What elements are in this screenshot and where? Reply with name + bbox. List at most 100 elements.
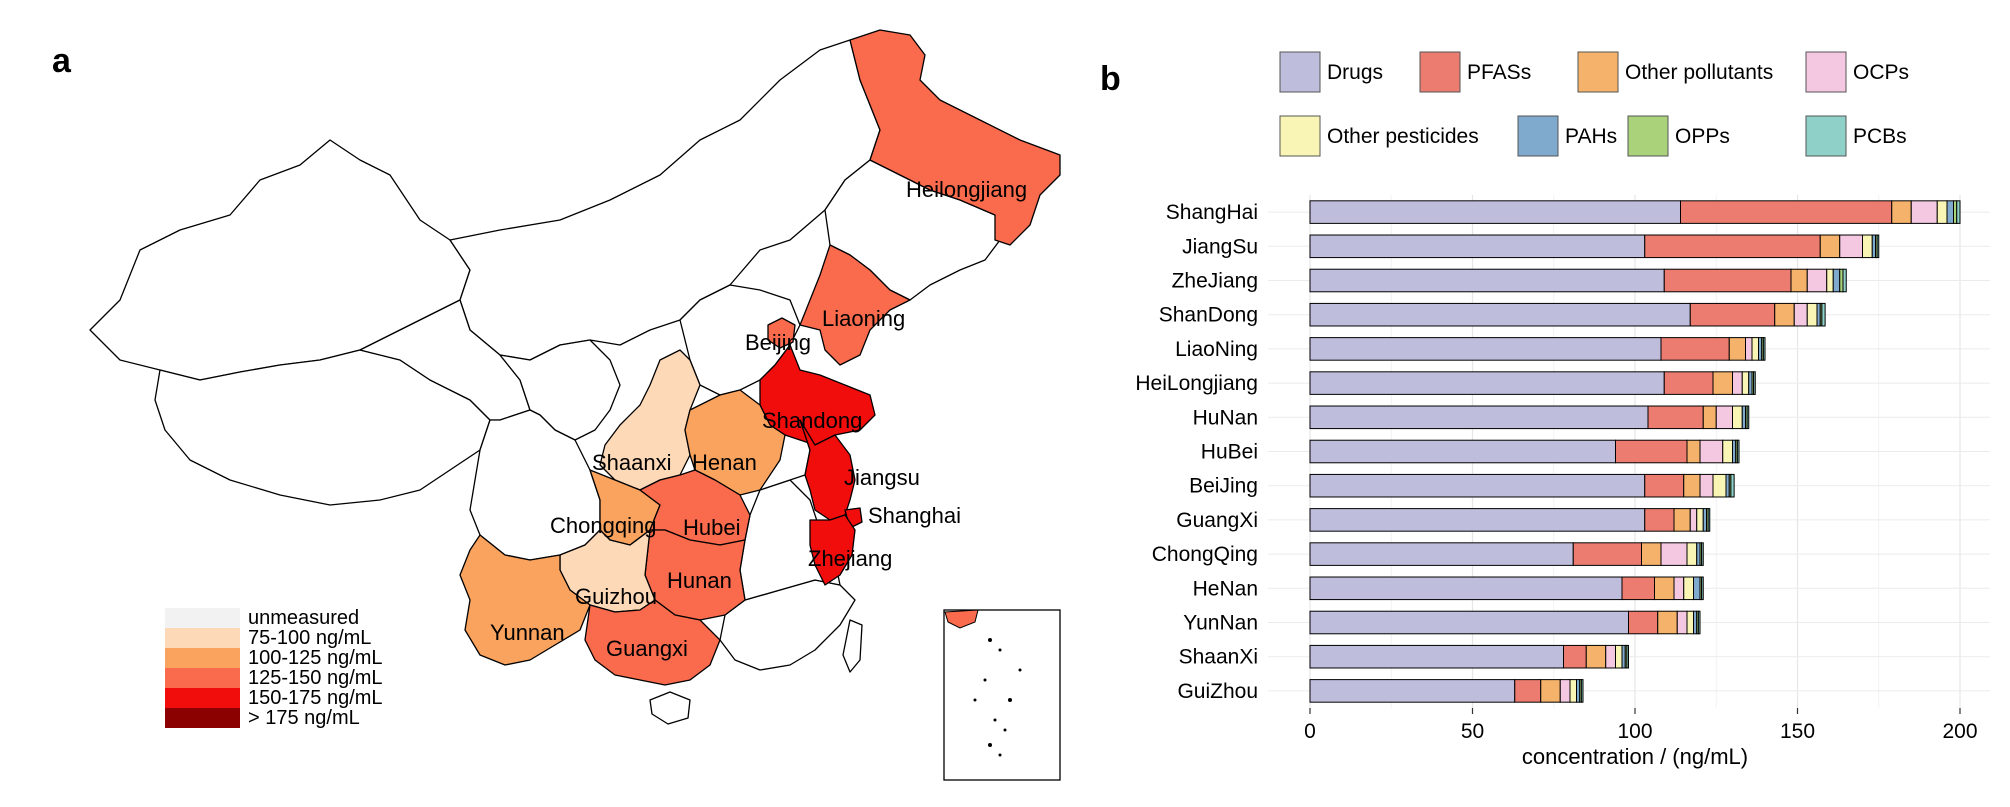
- bar-segment: [1762, 337, 1766, 361]
- label-beijing: Beijing: [745, 330, 811, 355]
- bar-segment: [1730, 473, 1735, 498]
- bar-segment: [1728, 337, 1746, 361]
- label-zhejiang: Zhejiang: [808, 546, 892, 571]
- label-guizhou: Guizhou: [575, 584, 657, 609]
- bar-segment: [1819, 234, 1841, 259]
- legend-label: Other pollutants: [1625, 61, 1773, 84]
- map-legend-swatch: [165, 688, 240, 708]
- inset-mainland: [944, 609, 979, 629]
- bar-segment: [1309, 508, 1646, 532]
- map-legend-swatch: [165, 648, 240, 668]
- bar-segment: [1701, 576, 1704, 601]
- bar-segment: [1615, 644, 1623, 669]
- bar-segment: [1696, 508, 1704, 532]
- bar-segment: [1626, 644, 1629, 669]
- panel-b-letter: b: [1100, 60, 1121, 98]
- region-hainan-island: [649, 691, 691, 725]
- bar-segment: [1862, 234, 1873, 259]
- legend-swatch: [1279, 51, 1321, 93]
- bar-segment: [1839, 234, 1863, 259]
- bar-segment: [1580, 679, 1584, 703]
- label-guangxi: Guangxi: [606, 636, 688, 661]
- legend-swatch: [1279, 115, 1321, 157]
- bar-segment: [1826, 268, 1834, 293]
- bar-segment: [1689, 508, 1698, 532]
- bar-segment: [1309, 679, 1516, 703]
- bar-segment: [1683, 576, 1694, 601]
- bar-segment: [1842, 268, 1847, 293]
- label-liaoning: Liaoning: [822, 306, 905, 331]
- bar-segment: [1686, 542, 1698, 566]
- bar-segment: [1806, 302, 1818, 327]
- y-tick-label: YunNan: [1183, 612, 1258, 635]
- bar-segment: [1910, 200, 1938, 224]
- bar-segment: [1832, 268, 1841, 293]
- bar-segment: [1732, 405, 1743, 430]
- bar-segment: [1572, 542, 1642, 566]
- bar-segment: [1563, 644, 1587, 669]
- bar-segment: [1641, 542, 1662, 566]
- map-legend-label: unmeasured: [248, 607, 359, 629]
- y-tick-label: HeNan: [1193, 577, 1258, 600]
- label-shanghai: Shanghai: [868, 503, 961, 528]
- bar-segment: [1309, 337, 1662, 361]
- legend-label: PCBs: [1853, 125, 1907, 148]
- y-tick-label: HuNan: [1193, 406, 1258, 429]
- bar-segment: [1585, 644, 1607, 669]
- bar-segment: [1946, 200, 1954, 224]
- panel-a: a: [52, 29, 1061, 781]
- bar-segment: [1660, 337, 1730, 361]
- y-tick-label: JiangSu: [1182, 235, 1258, 258]
- province-heilongjiang: [849, 29, 1061, 246]
- bar-segment: [1715, 405, 1733, 430]
- province-henan: [684, 389, 786, 496]
- region-taiwan: [842, 619, 863, 673]
- y-tick-label: GuangXi: [1176, 509, 1258, 532]
- x-tick-label: 50: [1461, 720, 1484, 743]
- label-hubei: Hubei: [683, 515, 740, 540]
- bar-segment: [1689, 302, 1776, 327]
- bar-segment: [1309, 542, 1574, 566]
- province-labels: Heilongjiang Liaoning Beijing Shandong S…: [490, 177, 1027, 661]
- panel-b: b Drugs PFASs Other pollutants OCPs Other pe…: [1100, 51, 1990, 769]
- y-tick-label: HeiLongjiang: [1135, 372, 1258, 395]
- bar-segment: [1891, 200, 1912, 224]
- bar-segment: [1654, 576, 1675, 601]
- bar-segment: [1309, 371, 1665, 395]
- map-legend-swatch: [165, 628, 240, 648]
- label-jiangsu: Jiangsu: [844, 465, 920, 490]
- y-tick-label: ShaanXi: [1179, 646, 1258, 669]
- bar-segment: [1753, 371, 1756, 395]
- legend-swatch: [1805, 51, 1847, 93]
- bar-segment: [1707, 508, 1711, 532]
- x-tick-label: 150: [1780, 720, 1815, 743]
- bar-segment: [1644, 234, 1821, 259]
- map-legend-label: > 175 ng/mL: [248, 707, 360, 729]
- bar-segment: [1722, 439, 1733, 464]
- bar-segment: [1790, 268, 1808, 293]
- x-axis-title: concentration / (ng/mL): [1522, 744, 1748, 769]
- legend-label: PAHs: [1565, 125, 1617, 148]
- bar-segment: [1309, 576, 1623, 601]
- label-hunan: Hunan: [667, 568, 732, 593]
- bar-segment: [1680, 200, 1893, 224]
- bar-segment: [1514, 679, 1542, 703]
- chart-legend: Drugs PFASs Other pollutants OCPs Other pest…: [1279, 51, 1909, 157]
- x-tick-label: 0: [1304, 720, 1316, 743]
- bar-segment: [1821, 302, 1826, 327]
- legend-swatch: [1577, 51, 1619, 93]
- province-guangxi: [584, 599, 721, 686]
- bar-segment: [1701, 542, 1704, 566]
- bar-segment: [1644, 473, 1685, 498]
- x-tick-label: 100: [1617, 720, 1652, 743]
- bar-segment: [1683, 473, 1701, 498]
- bar-segment: [1644, 508, 1675, 532]
- map-legend-label: 75-100 ng/mL: [248, 627, 371, 649]
- bar-segment: [1647, 405, 1704, 430]
- legend-swatch: [1805, 115, 1847, 157]
- label-heilongjiang: Heilongjiang: [906, 177, 1027, 202]
- bar-segment: [1663, 371, 1714, 395]
- bar-segment: [1309, 405, 1649, 430]
